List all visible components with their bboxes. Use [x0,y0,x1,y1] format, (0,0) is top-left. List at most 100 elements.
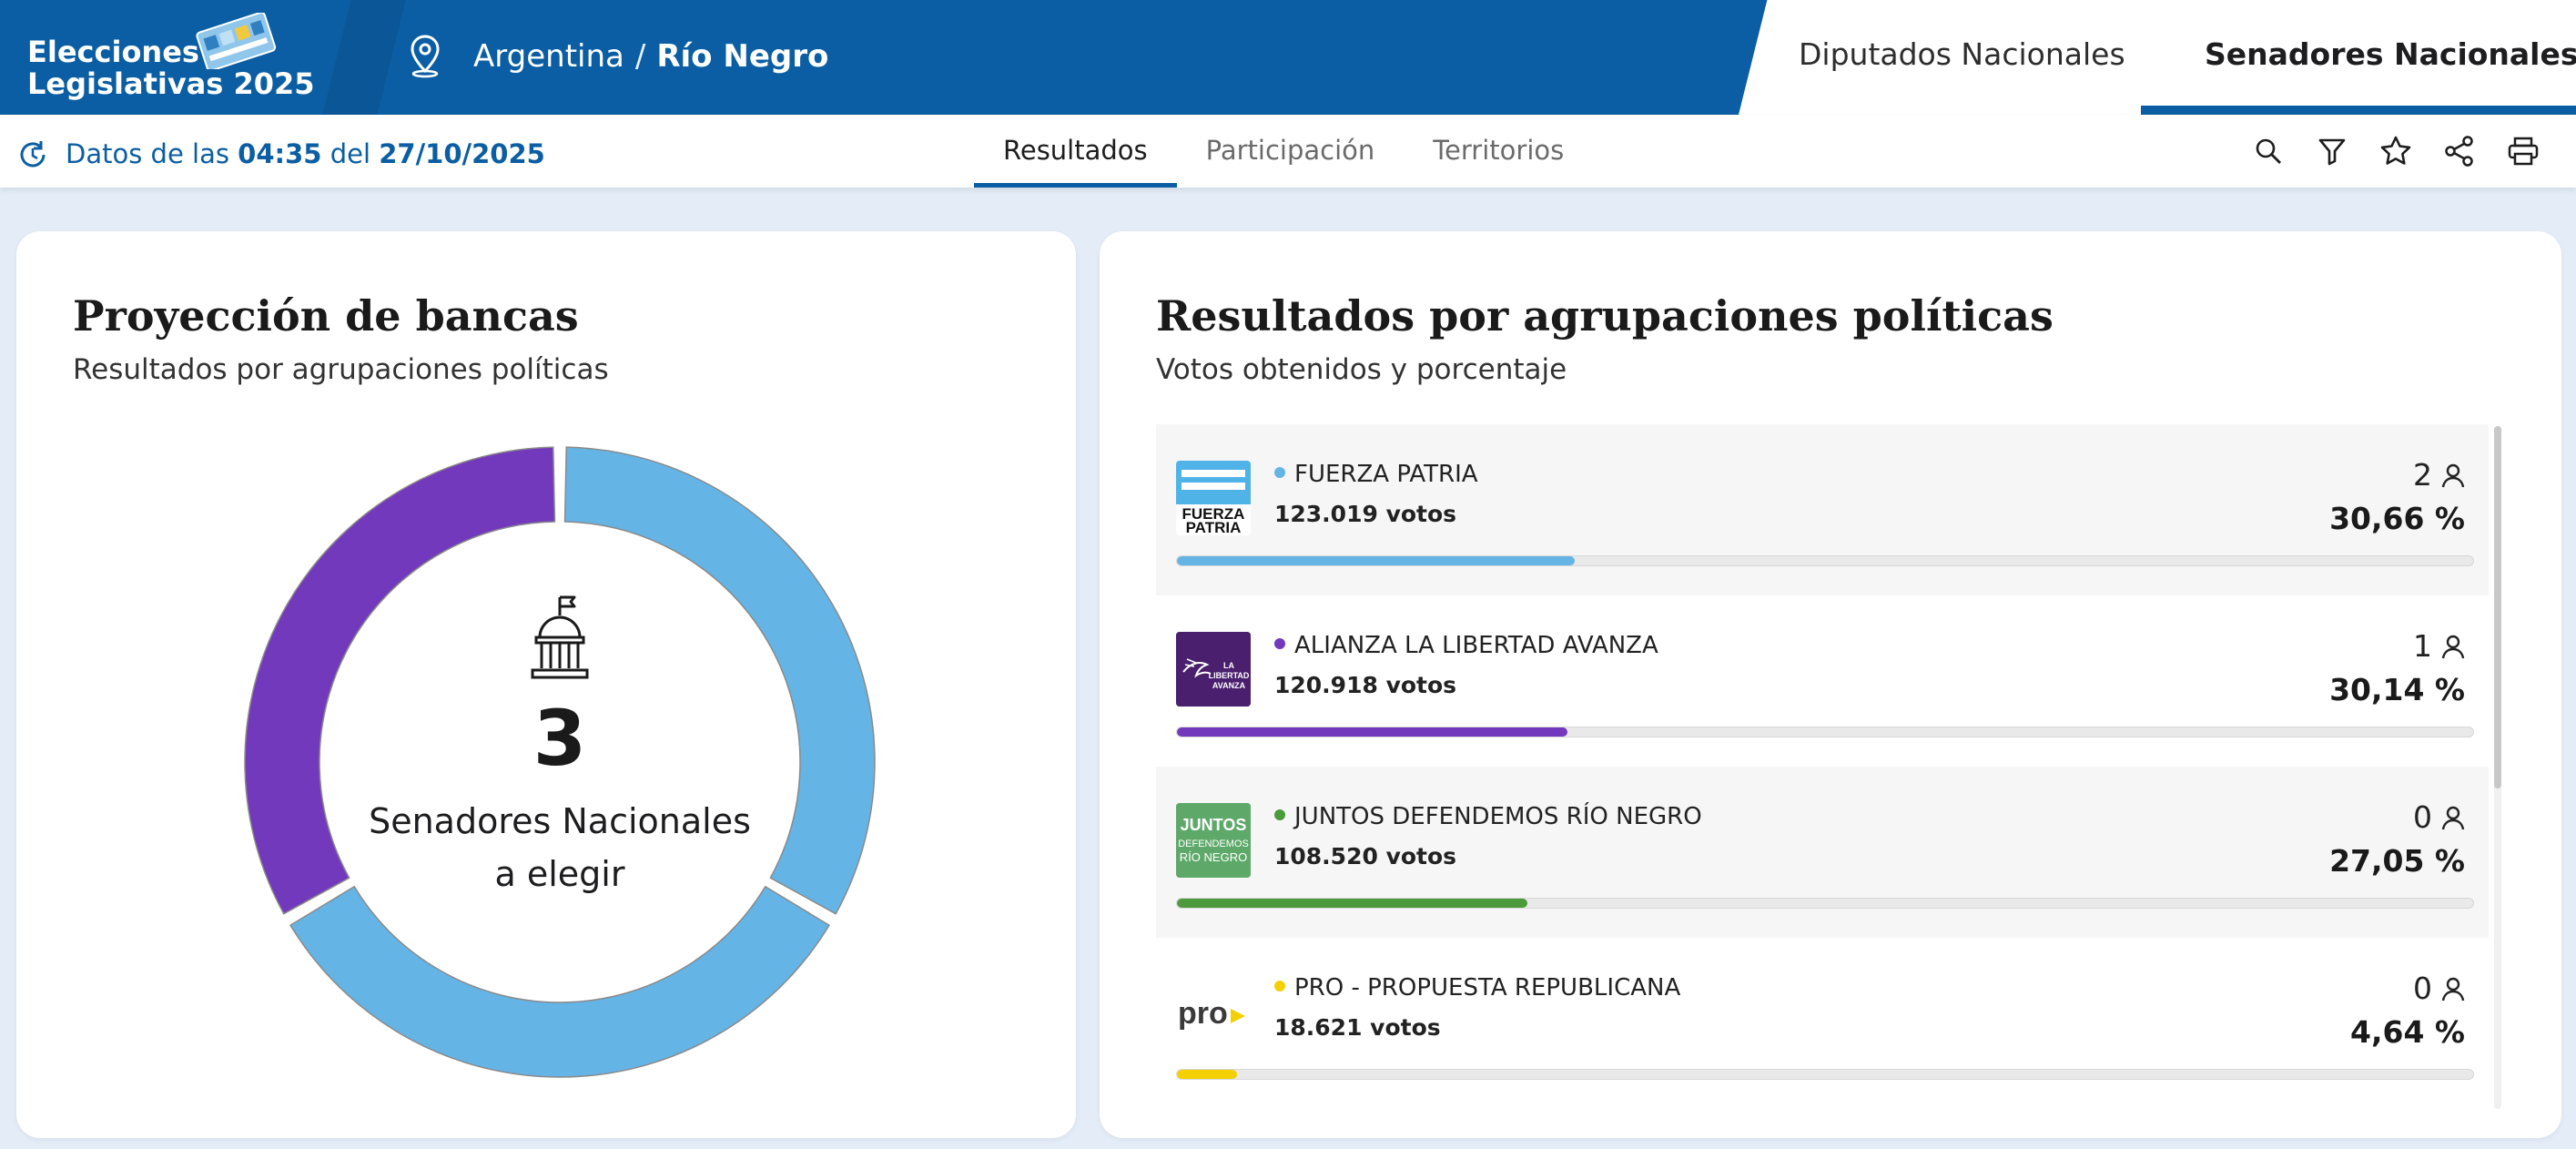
tab-participacion[interactable]: Participación [1205,135,1375,166]
party-seats-count: 2 [2413,457,2432,493]
party-name-text: JUNTOS DEFENDEMOS RÍO NEGRO [1294,803,1702,830]
filter-button[interactable] [2312,131,2352,171]
seats-label-line-1: Senadores Nacionales [369,801,751,841]
seats-total: 3 [532,694,587,783]
party-name: FUERZA PATRIA [1274,461,1478,488]
results-card-subtitle: Votos obtenidos y porcentaje [1156,353,1567,386]
timestamp-time: 04:35 [238,138,322,169]
party-votes: 123.019 votos [1274,501,1457,527]
location-pin-icon[interactable] [401,31,450,80]
svg-text:DEFENDEMOS: DEFENDEMOS [1178,839,1249,849]
donut-slice[interactable] [289,885,830,1078]
view-tabs: Resultados Participación Territorios [974,115,1593,188]
favorite-button[interactable] [2376,131,2416,171]
party-color-dot [1274,637,1285,649]
svg-text:AVANZA: AVANZA [1212,681,1246,690]
party-votes: 120.918 votos [1274,672,1457,698]
party-percentage: 30,66 % [2329,501,2465,536]
person-icon [2441,977,2465,1001]
person-icon [2441,806,2465,829]
seats-projection-card: Proyección de bancas Resultados por agru… [16,231,1076,1138]
party-progress-fill [1177,556,1575,565]
party-percentage: 4,64 % [2350,1014,2465,1050]
breadcrumb-country[interactable]: Argentina [473,38,624,75]
svg-text:LIBERTAD: LIBERTAD [1209,671,1250,680]
search-button[interactable] [2248,131,2288,171]
party-seats-count: 1 [2413,628,2432,664]
donut-slice[interactable] [244,446,556,915]
sub-toolbar: Datos de las 04:35 del 27/10/2025 Result… [0,115,2576,188]
seats-card-subtitle: Resultados por agrupaciones políticas [73,353,609,386]
tab-territorios[interactable]: Territorios [1433,135,1565,166]
svg-text:LA: LA [1223,661,1234,670]
party-votes: 18.621 votos [1274,1014,1441,1041]
header-divider [322,0,406,115]
timestamp-date: 27/10/2025 [379,138,545,169]
tab-senadores-nacionales[interactable]: Senadores Nacionales [2205,36,2576,72]
tab-diputados-nacionales[interactable]: Diputados Nacionales [1799,36,2125,72]
party-progress-track [1176,898,2474,909]
party-color-dot [1274,808,1285,820]
ballot-icon [196,13,277,69]
svg-text:PATRIA: PATRIA [1186,519,1242,535]
seats-label-line-2: a elegir [494,854,625,894]
party-progress-track [1176,555,2474,566]
tab-resultados[interactable]: Resultados [974,115,1177,188]
person-icon [2441,635,2465,658]
person-icon [2441,463,2465,487]
party-name-text: PRO - PROPUESTA REPUBLICANA [1294,974,1681,1002]
print-button[interactable] [2503,131,2543,171]
refresh-icon[interactable] [16,138,49,171]
donut-slice[interactable] [563,446,876,915]
party-row[interactable]: LA LIBERTAD AVANZA ALIANZA LA LIBERTAD A… [1156,595,2489,767]
timestamp-prefix: Datos de las [66,138,229,169]
search-icon [2256,138,2281,164]
party-seats-count: 0 [2413,971,2432,1006]
breadcrumb-province[interactable]: Río Negro [656,38,829,75]
donut-center: 3 Senadores Nacionales a elegir [228,430,892,1094]
breadcrumb-separator: / [634,38,646,75]
party-name: PRO - PROPUESTA REPUBLICANA [1274,974,1680,1002]
party-seats: 1 [2413,628,2465,664]
party-progress-track [1176,727,2474,737]
party-row[interactable]: FUERZA PATRIA FUERZA PATRIA 123.019 voto… [1156,424,2489,595]
party-color-dot [1274,466,1285,478]
svg-text:RÍO NEGRO: RÍO NEGRO [1180,850,1247,864]
party-progress-fill [1177,1070,1238,1079]
juntos-defendemos-logo: JUNTOS DEFENDEMOS RÍO NEGRO [1176,803,1251,878]
svg-text:FUERZA: FUERZA [1182,505,1245,523]
share-button[interactable] [2439,131,2480,171]
brand-line-1: Elecciones [27,35,199,69]
party-seats: 0 [2413,971,2465,1006]
party-color-dot [1274,980,1285,991]
svg-text:JUNTOS: JUNTOS [1181,816,1247,834]
scrollbar-thumb[interactable] [2494,426,2501,788]
party-row[interactable]: pro PRO - PROPUESTA REPUBLICANA 18.621 v… [1156,938,2489,1109]
brand-title[interactable]: Elecciones Legislativas 2025 [27,36,315,100]
party-seats-count: 0 [2413,799,2432,835]
party-votes: 108.520 votos [1274,843,1457,869]
active-tab-indicator [2141,106,2576,115]
top-header: Elecciones Legislativas 2025 Argentina / R… [0,0,2576,115]
fuerza-patria-logo: FUERZA PATRIA [1176,461,1251,535]
party-name-text: ALIANZA LA LIBERTAD AVANZA [1294,632,1658,659]
party-list-scrollbar[interactable] [2494,426,2501,1109]
party-name-text: FUERZA PATRIA [1294,461,1478,488]
party-progress-fill [1177,899,1528,908]
party-percentage: 30,14 % [2329,672,2465,707]
seats-donut-chart [244,446,876,1078]
capitol-icon [531,595,589,679]
party-row[interactable]: JUNTOS DEFENDEMOS RÍO NEGRO JUNTOS DEFEN… [1156,767,2489,938]
party-name: ALIANZA LA LIBERTAD AVANZA [1274,632,1658,659]
timestamp-mid: del [330,138,371,169]
party-name: JUNTOS DEFENDEMOS RÍO NEGRO [1274,803,1702,830]
party-seats: 0 [2413,799,2465,835]
filter-icon [2318,138,2346,166]
share-icon [2445,136,2473,167]
libertad-avanza-logo: LA LIBERTAD AVANZA [1176,632,1251,707]
party-list[interactable]: FUERZA PATRIA FUERZA PATRIA 123.019 voto… [1156,424,2505,1109]
party-progress-track [1176,1069,2474,1080]
results-card-title: Resultados por agrupaciones políticas [1156,291,2054,341]
seats-card-title: Proyección de bancas [73,291,579,341]
print-icon [2508,137,2539,166]
